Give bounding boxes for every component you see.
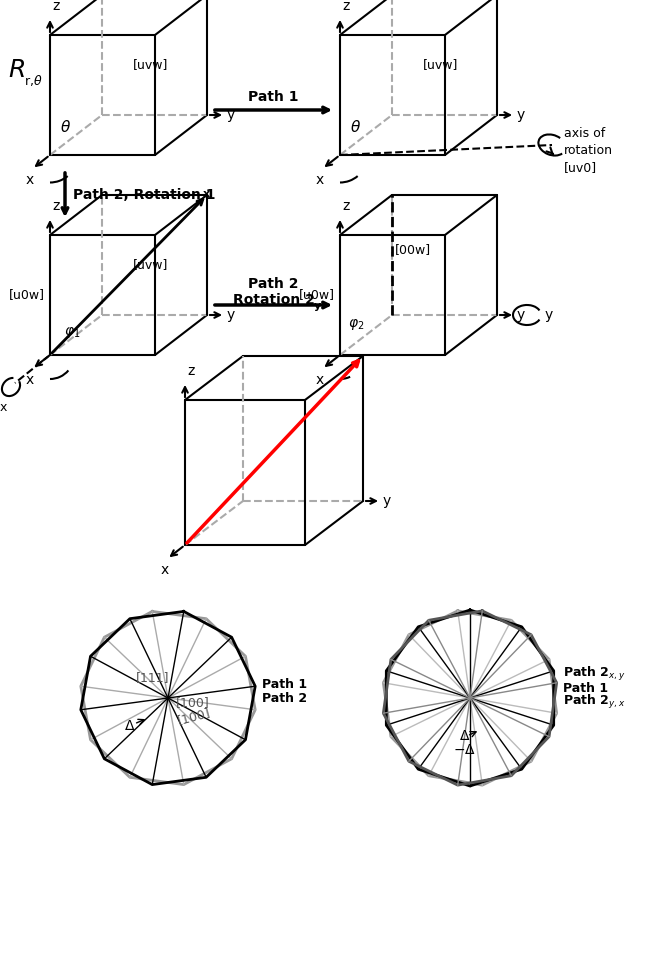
Text: $\varphi_1$: $\varphi_1$	[64, 326, 81, 340]
Text: [uvw]: [uvw]	[132, 58, 168, 71]
Text: x: x	[316, 173, 324, 187]
Text: x: x	[203, 189, 210, 199]
Text: [111]: [111]	[136, 672, 170, 684]
Text: r,$\theta$: r,$\theta$	[24, 72, 43, 88]
Text: [uvw]: [uvw]	[132, 258, 168, 271]
Text: Path 1: Path 1	[248, 90, 299, 104]
Text: Path 1: Path 1	[563, 682, 608, 694]
Text: [00w]: [00w]	[395, 244, 431, 256]
Text: Path 2$_{x,y}$: Path 2$_{x,y}$	[563, 665, 626, 683]
Text: Path 1: Path 1	[262, 678, 307, 690]
Text: y: y	[517, 108, 525, 122]
Text: z: z	[342, 0, 349, 13]
Text: $\theta$: $\theta$	[60, 119, 71, 135]
Text: z: z	[52, 199, 60, 213]
Text: z: z	[52, 0, 60, 13]
Text: Path 2, Rotation 1: Path 2, Rotation 1	[73, 188, 215, 202]
Text: $\Delta$: $\Delta$	[459, 729, 471, 743]
Text: y: y	[517, 308, 525, 322]
Text: [uvw]: [uvw]	[422, 58, 458, 71]
Text: x: x	[26, 373, 34, 387]
Text: y: y	[383, 494, 391, 508]
Text: z: z	[187, 364, 195, 378]
Text: Path 2: Path 2	[248, 277, 299, 291]
Text: x: x	[0, 401, 7, 414]
Text: axis of
rotation
[uv0]: axis of rotation [uv0]	[564, 127, 613, 174]
Text: y: y	[227, 308, 235, 322]
Text: $\Delta$: $\Delta$	[124, 719, 136, 733]
Text: z: z	[342, 199, 349, 213]
Text: y: y	[545, 308, 553, 322]
Text: Path 2: Path 2	[262, 691, 307, 705]
Text: x: x	[26, 173, 34, 187]
Text: y: y	[314, 301, 321, 311]
Text: $R$: $R$	[8, 58, 25, 82]
Text: y: y	[227, 108, 235, 122]
Text: $\varphi_2$: $\varphi_2$	[348, 317, 364, 333]
Text: [u0w]: [u0w]	[299, 288, 335, 302]
Text: x: x	[316, 373, 324, 387]
Text: Rotation 2: Rotation 2	[233, 293, 314, 307]
Text: x: x	[161, 563, 169, 577]
Text: $\theta$: $\theta$	[350, 119, 361, 135]
Text: Path 2$_{y,x}$: Path 2$_{y,x}$	[563, 693, 626, 711]
Text: [u0w]: [u0w]	[9, 288, 45, 302]
Text: $-\Delta$: $-\Delta$	[453, 743, 476, 757]
Text: [100]: [100]	[176, 697, 210, 710]
Text: [100]: [100]	[176, 706, 212, 727]
